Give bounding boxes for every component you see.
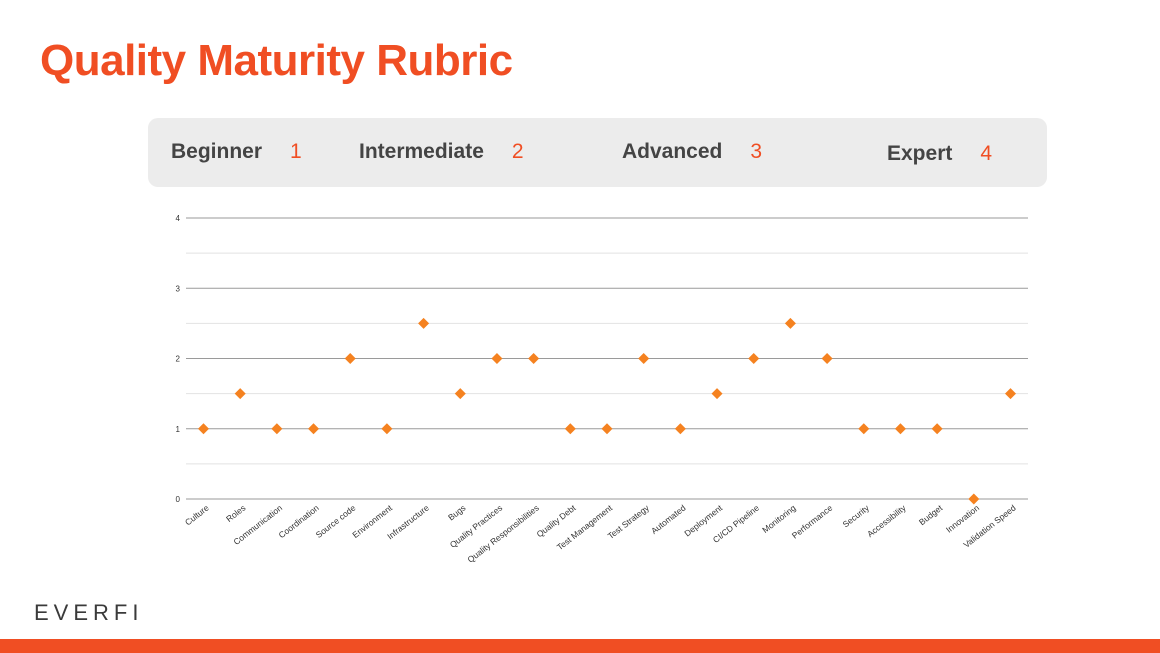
data-point — [308, 423, 320, 435]
x-tick-label: Roles — [224, 503, 247, 524]
data-point — [491, 353, 503, 364]
maturity-levels-legend: Beginner 1 Intermediate 2 Advanced 3 Exp… — [148, 118, 1047, 187]
data-point — [381, 423, 393, 435]
data-point — [564, 423, 576, 435]
level-intermediate: Intermediate 2 — [359, 140, 524, 164]
data-point — [674, 423, 686, 435]
x-tick-label: Coordination — [277, 503, 321, 541]
level-number: 3 — [750, 140, 763, 163]
level-name: Expert — [887, 142, 953, 165]
x-tick-label: Quality Responsibilities — [465, 503, 540, 565]
data-point — [198, 423, 209, 435]
everfi-logo: EVERFI — [34, 600, 144, 625]
level-beginner: Beginner 1 — [171, 140, 302, 164]
data-point — [234, 388, 246, 400]
x-tick-label: Accessibility — [865, 502, 908, 539]
level-number: 2 — [511, 140, 524, 163]
data-point — [748, 353, 760, 364]
data-point — [454, 388, 466, 400]
x-tick-label: Budget — [917, 502, 945, 527]
y-tick-label: 2 — [176, 355, 181, 364]
x-tick-label: Security — [841, 502, 872, 529]
x-tick-label: Bugs — [446, 503, 467, 523]
page-title: Quality Maturity Rubric — [40, 36, 513, 85]
data-point — [931, 423, 943, 435]
data-point — [1005, 388, 1016, 400]
data-point — [638, 353, 650, 364]
data-point — [418, 317, 430, 329]
data-point — [968, 493, 980, 505]
y-tick-label: 4 — [176, 214, 181, 223]
data-point — [858, 423, 870, 435]
level-number: 4 — [980, 142, 993, 165]
level-name: Intermediate — [359, 140, 484, 163]
y-tick-label: 0 — [176, 495, 181, 504]
data-point — [711, 388, 723, 400]
y-tick-label: 1 — [176, 425, 181, 434]
level-name: Beginner — [171, 140, 263, 163]
data-point — [821, 353, 833, 364]
data-point — [344, 353, 356, 364]
level-number: 1 — [290, 140, 302, 163]
data-point — [271, 423, 283, 435]
footer-accent-bar — [0, 639, 1160, 653]
x-tick-label: Culture — [183, 503, 211, 528]
data-point — [784, 317, 796, 329]
level-advanced: Advanced 3 — [622, 140, 762, 164]
x-tick-label: Test Strategy — [606, 502, 652, 541]
x-tick-label: Performance — [790, 503, 835, 541]
level-name: Advanced — [622, 140, 723, 163]
data-point — [894, 423, 906, 435]
level-expert: Expert 4 — [887, 142, 992, 166]
data-point — [528, 353, 540, 364]
y-tick-label: 3 — [176, 284, 181, 293]
data-point — [601, 423, 613, 435]
